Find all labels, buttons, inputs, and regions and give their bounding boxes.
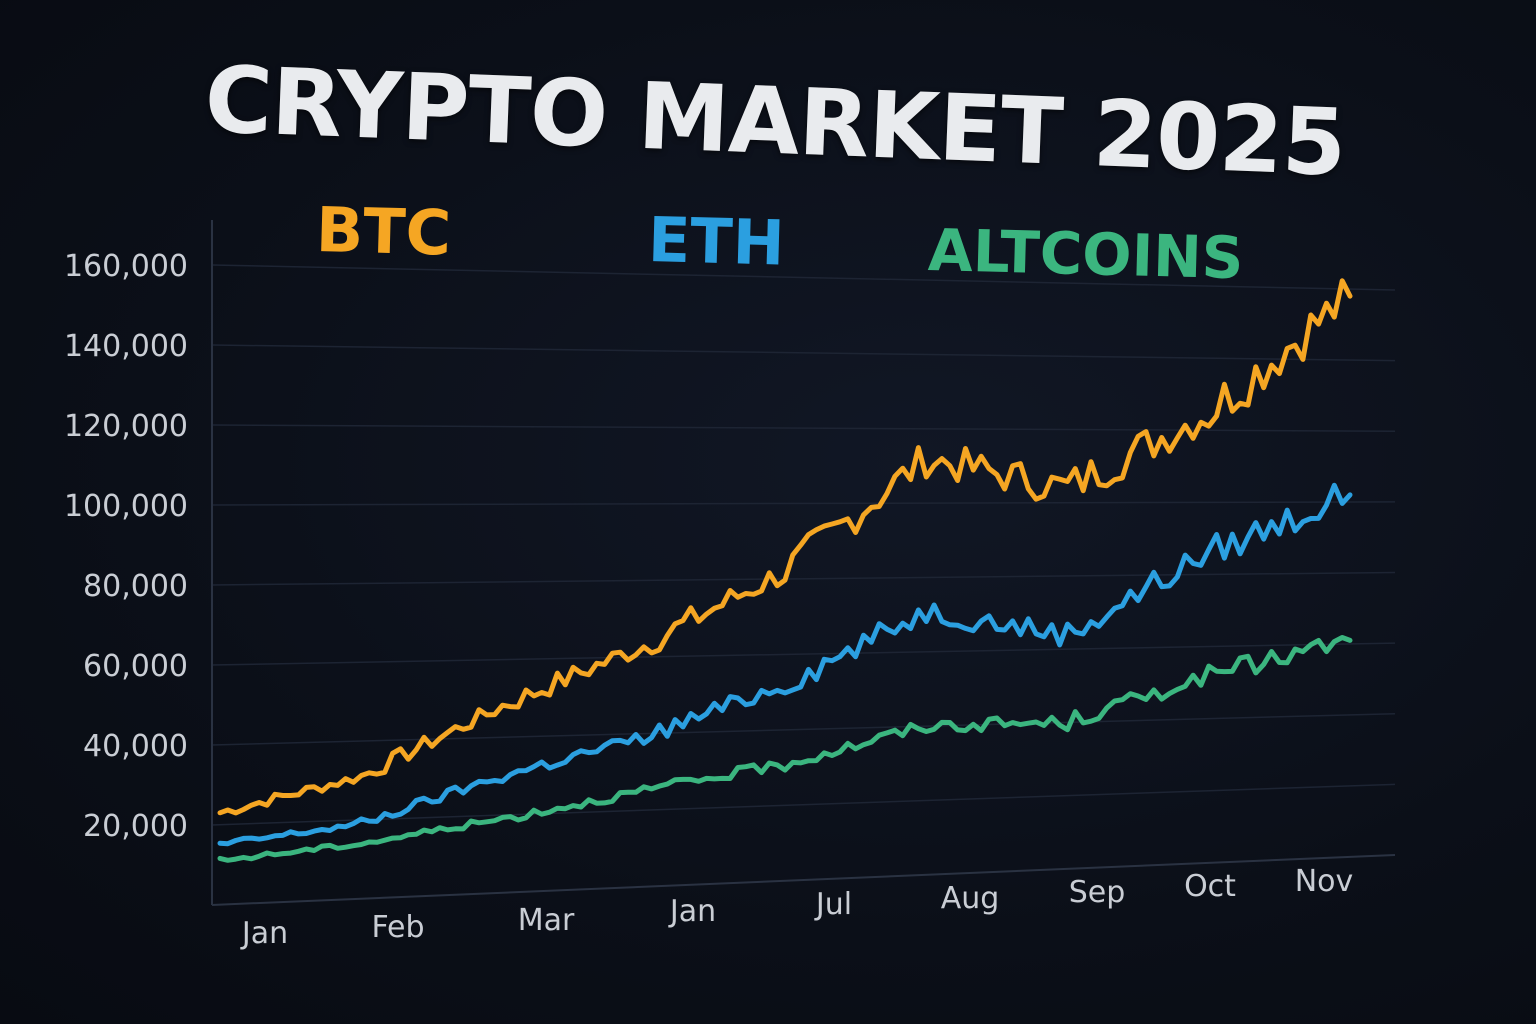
grid-line (211, 713, 1396, 746)
x-tick-label: Oct (1184, 869, 1236, 904)
y-tick-label: 20,000 (83, 809, 188, 844)
x-tick-labels: Jan Feb Mar Jan Jul Aug Sep Oct Nov (240, 864, 1353, 951)
series-lines (217, 278, 1353, 863)
grid-lines (211, 264, 1396, 826)
x-tick-label: Mar (518, 903, 575, 938)
y-tick-label: 100,000 (64, 489, 188, 524)
series-line-eth (217, 482, 1353, 847)
grid-line (211, 424, 1396, 432)
grid-line (211, 571, 1396, 586)
grid-line (211, 501, 1396, 506)
legend-btc: BTC (315, 193, 452, 270)
x-tick-label: Jan (668, 894, 716, 929)
legend-altcoins: ALTCOINS (927, 216, 1245, 293)
series-line-btc (217, 278, 1353, 816)
y-tick-label: 160,000 (64, 249, 188, 284)
y-tick-label: 140,000 (64, 329, 188, 364)
axes (211, 220, 1396, 906)
grid-line (211, 344, 1396, 362)
y-tick-label: 60,000 (83, 649, 188, 684)
grid-line (211, 783, 1396, 826)
x-tick-label: Sep (1069, 875, 1126, 910)
x-axis-line (211, 854, 1396, 906)
grid-line (211, 264, 1396, 291)
legend-eth: ETH (647, 203, 786, 280)
series-line-altcoins (217, 635, 1353, 863)
x-tick-label: Jan (240, 916, 288, 951)
y-tick-labels: 20,000 40,000 60,000 80,000 100,000 120,000 14… (64, 249, 188, 844)
y-tick-label: 120,000 (64, 409, 188, 444)
x-tick-label: Nov (1295, 864, 1354, 899)
x-tick-label: Jul (814, 887, 852, 922)
y-tick-label: 40,000 (83, 729, 188, 764)
y-tick-label: 80,000 (83, 569, 188, 604)
grid-line (211, 642, 1396, 666)
x-tick-label: Feb (371, 910, 424, 945)
x-tick-label: Aug (941, 881, 1000, 916)
